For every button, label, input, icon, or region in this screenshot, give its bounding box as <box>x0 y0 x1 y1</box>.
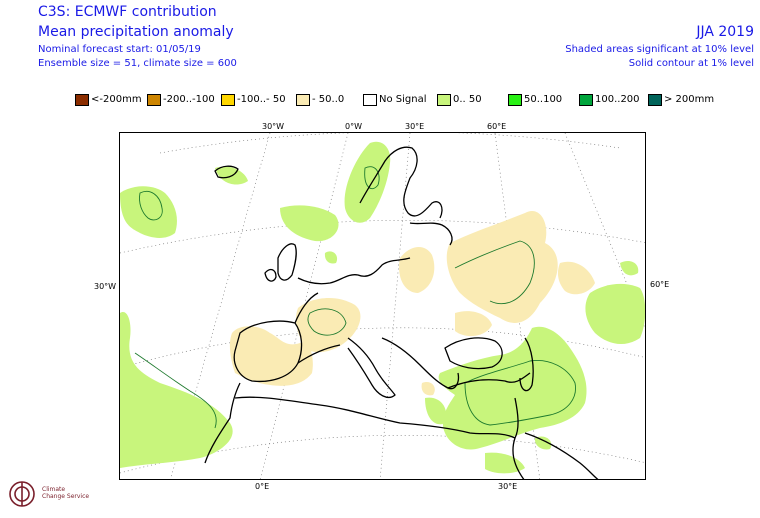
chart-subtitle: Mean precipitation anomaly <box>38 24 234 40</box>
tick-top-60e: 60°E <box>487 122 507 131</box>
contour-russia <box>454 240 535 305</box>
wet-area-sahara-west <box>150 432 176 453</box>
tick-top-30e: 30°E <box>405 122 425 131</box>
coast-arabia <box>524 432 599 479</box>
coast-turkey <box>447 372 531 389</box>
contour-france <box>307 308 347 336</box>
legend-swatch <box>508 94 522 106</box>
graticule-line <box>120 219 645 254</box>
tick-left-30w: 30°W <box>94 282 117 291</box>
coast-iberia <box>233 320 303 383</box>
contour-note: Solid contour at 1% level <box>628 58 754 69</box>
logo-text-line-1: Climate <box>42 486 66 493</box>
legend-swatch <box>648 94 662 106</box>
wet-area-north-atlantic <box>280 205 339 242</box>
legend-swatch <box>75 94 89 106</box>
map-frame <box>119 132 646 480</box>
coast-britain <box>277 243 297 281</box>
legend-label: No Signal <box>379 94 427 105</box>
contour-greenland <box>139 190 163 221</box>
tick-right-60e: 60°E <box>650 280 670 289</box>
wet-area-east-europe <box>425 397 447 425</box>
tick-top-30w: 30°W <box>262 122 285 131</box>
coast-black-sea <box>444 337 503 370</box>
coast-iberia-africa <box>204 382 241 464</box>
legend-swatch <box>296 94 310 106</box>
logo-mark <box>9 481 35 507</box>
wet-area-greenland <box>120 186 177 238</box>
coast-baltic <box>409 222 453 246</box>
wet-area-scandinavia-2 <box>324 251 338 264</box>
contour-turkey <box>464 360 576 426</box>
legend-label: - 50..0 <box>312 94 345 105</box>
tick-bottom-0e: 0°E <box>255 482 270 491</box>
legend-label: -100..- 50 <box>237 94 286 105</box>
significance-note: Shaded areas significant at 10% level <box>565 44 754 55</box>
legend-label: 100..200 <box>595 94 640 105</box>
graticule-line <box>159 133 621 154</box>
legend-swatch <box>363 94 377 106</box>
coast-scandinavia <box>359 146 443 219</box>
legend-swatch <box>147 94 161 106</box>
map <box>120 133 645 479</box>
coast-island-iceland <box>214 165 239 179</box>
dry-area-russia <box>446 211 558 323</box>
forecast-start-label: Nominal forecast start: 01/05/19 <box>38 44 201 55</box>
wet-area-norway <box>344 141 391 223</box>
dry-area-caspian <box>455 311 492 337</box>
wet-area-far-east <box>620 261 639 276</box>
dry-area-central <box>399 247 435 293</box>
legend-swatch <box>579 94 593 106</box>
contour-scandinavia <box>364 166 380 189</box>
wet-area-kazakhstan <box>585 283 645 344</box>
wet-area-arabia <box>485 452 525 474</box>
dry-area-mideast <box>504 306 522 323</box>
legend-label: -200..-100 <box>163 94 215 105</box>
dry-area-balkan <box>421 382 435 396</box>
logo-text: Climate Change Service <box>42 486 89 500</box>
coast-france <box>294 292 319 324</box>
dry-area-east <box>557 261 595 295</box>
legend-swatch <box>221 94 235 106</box>
legend-label: <-200mm <box>91 94 142 105</box>
legend-label: > 200mm <box>664 94 715 105</box>
coast-levant <box>512 397 525 479</box>
tick-top-0w: 0°W <box>345 122 362 131</box>
contour-atlantic <box>134 352 217 429</box>
copernicus-logo <box>9 481 35 507</box>
legend-label: 50..100 <box>524 94 563 105</box>
legend-label: 0.. 50 <box>453 94 482 105</box>
coast-europe-west <box>297 257 411 285</box>
wet-area-turkey <box>438 326 587 450</box>
coast-mediterranean-north <box>297 344 341 364</box>
coast-ireland <box>264 268 277 282</box>
chart-title: C3S: ECMWF contribution <box>38 4 217 20</box>
logo-text-line-2: Change Service <box>42 493 90 500</box>
graticule-line <box>170 133 271 479</box>
significance-contours <box>134 166 576 429</box>
coast-north-africa <box>234 396 516 439</box>
legend-swatch <box>437 94 451 106</box>
ensemble-size-label: Ensemble size = 51, climate size = 600 <box>38 58 237 69</box>
wet-area-atlantic <box>120 312 233 468</box>
coast-caspian <box>519 337 534 392</box>
coastlines <box>204 146 599 479</box>
dry-area-france <box>295 297 361 353</box>
wet-anomaly-areas <box>120 141 645 474</box>
season-label: JJA 2019 <box>696 24 754 40</box>
tick-bottom-30e: 30°E <box>498 482 518 491</box>
wet-area-islands <box>534 436 552 450</box>
coast-italy <box>347 337 396 399</box>
